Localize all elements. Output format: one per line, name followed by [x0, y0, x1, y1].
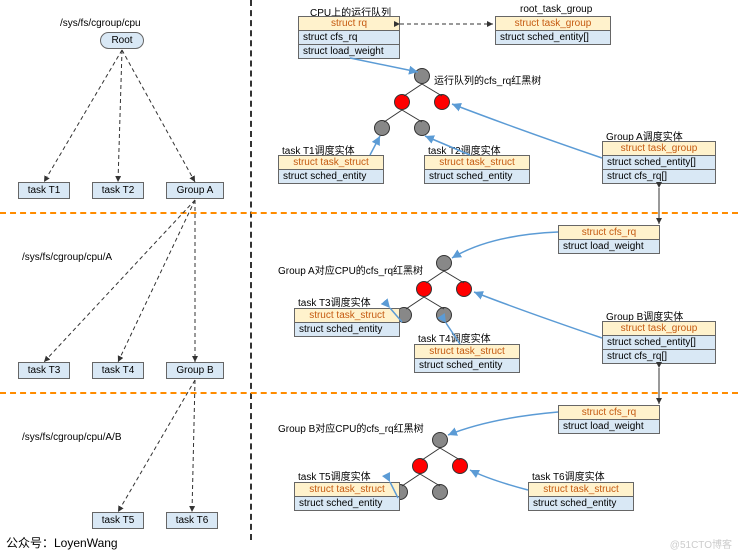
tree1-n4: [414, 120, 430, 136]
t6-title: task T6调度实体: [532, 468, 605, 483]
t1-hdr: struct task_struct: [279, 156, 383, 170]
task-t3: task T3: [18, 362, 70, 379]
t2-r1: struct sched_entity: [425, 170, 529, 183]
task-t5: task T5: [92, 512, 144, 529]
root-tg-title: root_task_group: [520, 4, 592, 15]
cfs3-stack: struct cfs_rq struct load_weight: [558, 405, 660, 434]
rbtree-label-1: 运行队列的cfs_rq红黑树: [434, 72, 541, 87]
root-tg-hdr: struct task_group: [496, 17, 610, 31]
t5-stack: struct task_struct struct sched_entity: [294, 482, 400, 511]
ga-r1: struct sched_entity[]: [603, 156, 715, 170]
cfs2-r1: struct load_weight: [559, 240, 659, 253]
gb-hdr: struct task_group: [603, 322, 715, 336]
t2-hdr: struct task_struct: [425, 156, 529, 170]
tree3-n1: [412, 458, 428, 474]
t1-r1: struct sched_entity: [279, 170, 383, 183]
rq-r2: struct load_weight: [299, 45, 399, 58]
t3-r1: struct sched_entity: [295, 323, 399, 336]
watermark: @51CTO博客: [670, 536, 732, 551]
tree3-n4: [432, 484, 448, 500]
cfs2-hdr: struct cfs_rq: [559, 226, 659, 240]
tree2-n4: [436, 307, 452, 323]
group-a: Group A: [166, 182, 224, 199]
rbtree-label-3: Group B对应CPU的cfs_rq红黑树: [278, 420, 424, 435]
root-tg-stack: struct task_group struct sched_entity[]: [495, 16, 611, 45]
tree2-n1: [416, 281, 432, 297]
task-t2: task T2: [92, 182, 144, 199]
root-tg-r1: struct sched_entity[]: [496, 31, 610, 44]
rq-stack: struct rq struct cfs_rq struct load_weig…: [298, 16, 400, 59]
t6-hdr: struct task_struct: [529, 483, 633, 497]
path-b-label: /sys/fs/cgroup/cpu/A/B: [22, 432, 122, 443]
tree1-n2: [434, 94, 450, 110]
t4-r1: struct sched_entity: [415, 359, 519, 372]
ga-r2: struct cfs_rq[]: [603, 170, 715, 183]
tree2-n2: [456, 281, 472, 297]
path-a-label: /sys/fs/cgroup/cpu/A: [22, 252, 112, 263]
rq-r1: struct cfs_rq: [299, 31, 399, 45]
tree2-root: [436, 255, 452, 271]
tree3-n2: [452, 458, 468, 474]
section-divider-1: [0, 212, 738, 214]
t3-hdr: struct task_struct: [295, 309, 399, 323]
tree3-root: [432, 432, 448, 448]
t5-title: task T5调度实体: [298, 468, 371, 483]
footer-credit: 公众号：LoyenWang: [6, 534, 118, 551]
cfs3-hdr: struct cfs_rq: [559, 406, 659, 420]
t4-hdr: struct task_struct: [415, 345, 519, 359]
ga-stack: struct task_group struct sched_entity[] …: [602, 141, 716, 184]
t6-r1: struct sched_entity: [529, 497, 633, 510]
t4-title: task T4调度实体: [418, 330, 491, 345]
gb-stack: struct task_group struct sched_entity[] …: [602, 321, 716, 364]
tree1-n1: [394, 94, 410, 110]
cfs2-stack: struct cfs_rq struct load_weight: [558, 225, 660, 254]
tree1-n3: [374, 120, 390, 136]
gb-r1: struct sched_entity[]: [603, 336, 715, 350]
t2-stack: struct task_struct struct sched_entity: [424, 155, 530, 184]
t5-r1: struct sched_entity: [295, 497, 399, 510]
t6-stack: struct task_struct struct sched_entity: [528, 482, 634, 511]
tree1-root: [414, 68, 430, 84]
task-t6: task T6: [166, 512, 218, 529]
rq-hdr: struct rq: [299, 17, 399, 31]
t4-stack: struct task_struct struct sched_entity: [414, 344, 520, 373]
cfs3-r1: struct load_weight: [559, 420, 659, 433]
t3-title: task T3调度实体: [298, 294, 371, 309]
root-node: Root: [100, 32, 144, 49]
section-divider-2: [0, 392, 738, 394]
task-t4: task T4: [92, 362, 144, 379]
path-root-label: /sys/fs/cgroup/cpu: [60, 18, 141, 29]
task-t1: task T1: [18, 182, 70, 199]
gb-r2: struct cfs_rq[]: [603, 350, 715, 363]
t3-stack: struct task_struct struct sched_entity: [294, 308, 400, 337]
vertical-divider: [250, 0, 252, 540]
ga-hdr: struct task_group: [603, 142, 715, 156]
rbtree-label-2: Group A对应CPU的cfs_rq红黑树: [278, 262, 423, 277]
group-b: Group B: [166, 362, 224, 379]
t5-hdr: struct task_struct: [295, 483, 399, 497]
t1-stack: struct task_struct struct sched_entity: [278, 155, 384, 184]
